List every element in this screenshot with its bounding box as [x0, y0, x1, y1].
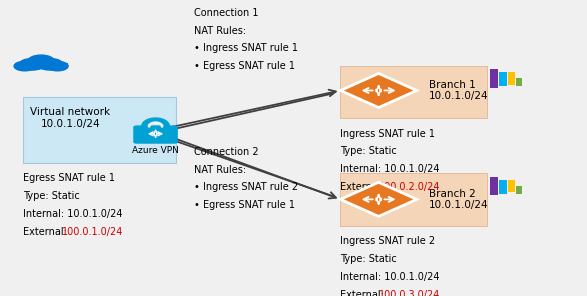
Text: Connection 2: Connection 2: [194, 147, 258, 157]
FancyBboxPatch shape: [133, 126, 178, 144]
FancyBboxPatch shape: [340, 173, 487, 226]
FancyBboxPatch shape: [23, 97, 176, 163]
FancyBboxPatch shape: [340, 66, 487, 118]
Text: 100.0.1.0/24: 100.0.1.0/24: [62, 227, 123, 237]
Text: 100.0.2.0/24: 100.0.2.0/24: [379, 182, 440, 192]
Circle shape: [14, 61, 35, 71]
Polygon shape: [340, 73, 417, 107]
Bar: [499, 180, 507, 194]
Text: • Ingress SNAT rule 1: • Ingress SNAT rule 1: [194, 43, 298, 53]
Circle shape: [47, 61, 68, 71]
Bar: [499, 72, 507, 86]
Text: Branch 1
10.0.1.0/24: Branch 1 10.0.1.0/24: [429, 80, 488, 101]
Circle shape: [19, 59, 45, 70]
Text: Ingress SNAT rule 2: Ingress SNAT rule 2: [340, 236, 436, 246]
Circle shape: [28, 55, 54, 67]
Bar: [508, 180, 515, 192]
Text: Internal: 10.0.1.0/24: Internal: 10.0.1.0/24: [340, 164, 440, 174]
Text: • Egress SNAT rule 1: • Egress SNAT rule 1: [194, 200, 295, 210]
Polygon shape: [340, 182, 417, 216]
Text: Virtual network
10.0.1.0/24: Virtual network 10.0.1.0/24: [31, 107, 110, 129]
Text: Internal: 10.0.1.0/24: Internal: 10.0.1.0/24: [23, 209, 123, 219]
Text: Connection 1: Connection 1: [194, 8, 258, 18]
Text: External:: External:: [340, 182, 387, 192]
Bar: [490, 69, 498, 88]
Text: • Egress SNAT rule 1: • Egress SNAT rule 1: [194, 61, 295, 71]
Text: External:: External:: [340, 289, 387, 296]
Text: Type: Static: Type: Static: [340, 254, 397, 264]
Bar: [516, 186, 522, 194]
Bar: [508, 72, 515, 85]
Text: Branch 2
10.0.1.0/24: Branch 2 10.0.1.0/24: [429, 189, 488, 210]
Text: • Ingress SNAT rule 2: • Ingress SNAT rule 2: [194, 182, 298, 192]
Bar: [490, 176, 498, 195]
Polygon shape: [15, 63, 68, 68]
Text: Ingress SNAT rule 1: Ingress SNAT rule 1: [340, 128, 436, 139]
Text: Type: Static: Type: Static: [23, 191, 80, 201]
Text: Azure VPN: Azure VPN: [132, 146, 179, 155]
Text: NAT Rules:: NAT Rules:: [194, 25, 246, 36]
Circle shape: [37, 59, 63, 70]
Text: NAT Rules:: NAT Rules:: [194, 165, 246, 175]
Text: Egress SNAT rule 1: Egress SNAT rule 1: [23, 173, 116, 183]
Text: Type: Static: Type: Static: [340, 146, 397, 156]
Text: External:: External:: [23, 227, 70, 237]
Text: 100.0.3.0/24: 100.0.3.0/24: [379, 289, 440, 296]
Bar: [516, 78, 522, 86]
Text: Internal: 10.0.1.0/24: Internal: 10.0.1.0/24: [340, 272, 440, 282]
